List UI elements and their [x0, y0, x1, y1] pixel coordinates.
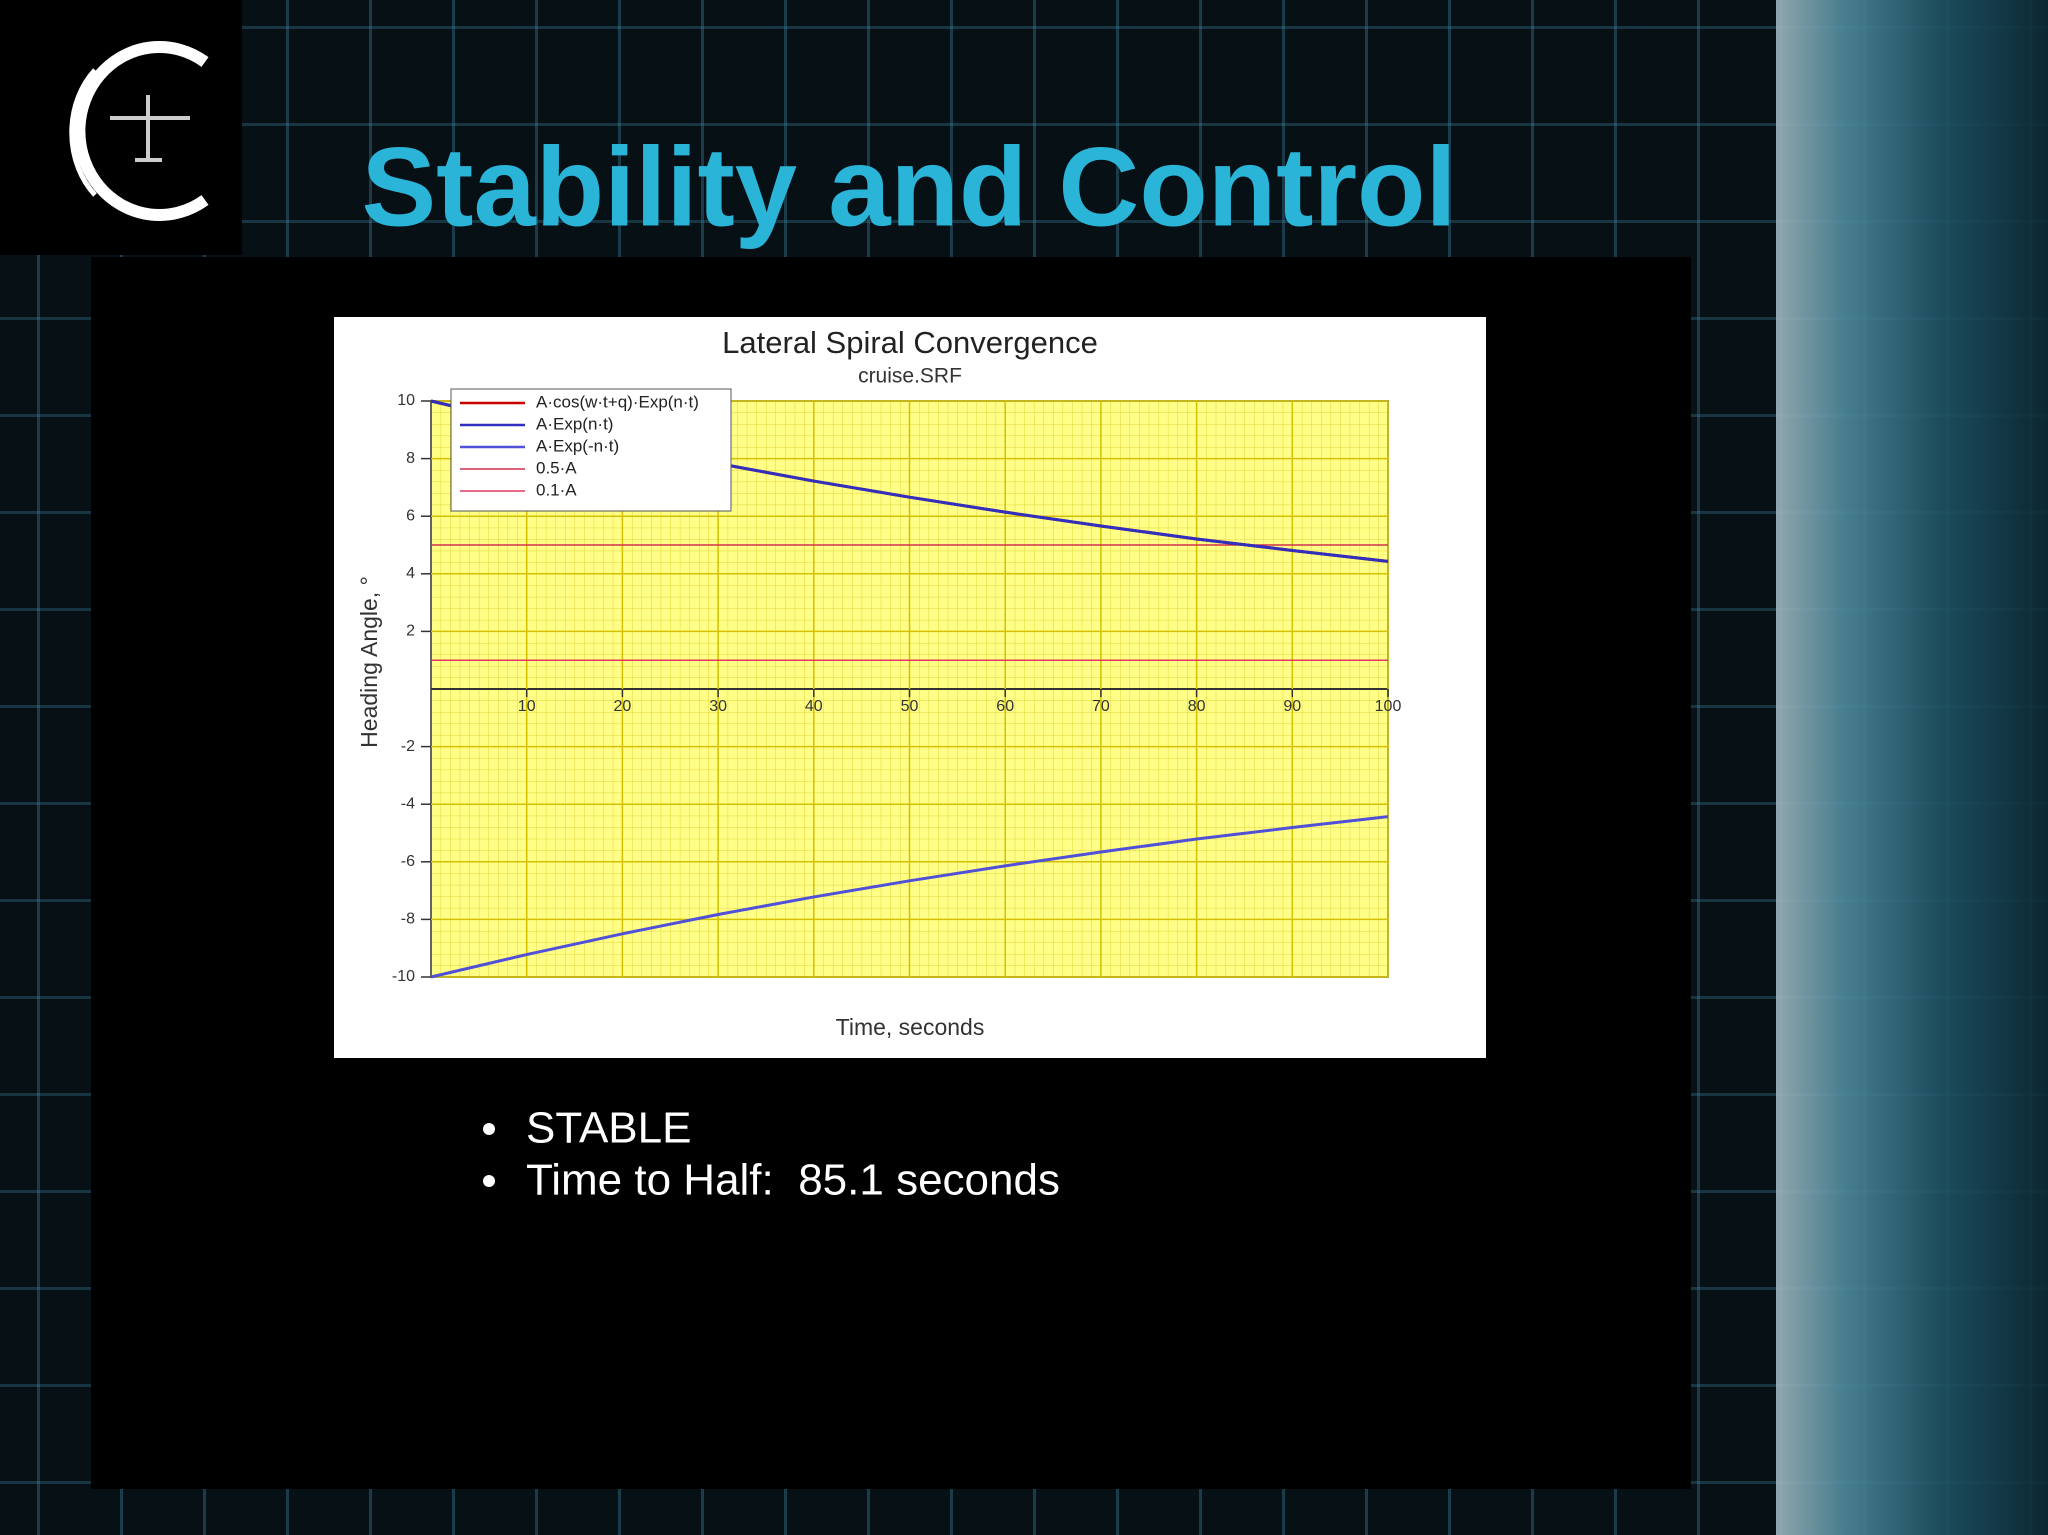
y-axis-label: Heading Angle, °: [356, 576, 382, 748]
series-line: [430, 815, 1389, 979]
y-tick-label: -8: [401, 911, 415, 928]
y-tick-label: -6: [401, 853, 415, 870]
x-tick-label: 40: [805, 698, 823, 715]
y-tick-label: -4: [401, 795, 415, 812]
y-tick-label: 2: [406, 623, 415, 640]
x-tick-label: 10: [518, 698, 536, 715]
x-tick-label: 30: [709, 698, 727, 715]
y-tick-label: 4: [406, 565, 415, 582]
x-tick-label: 20: [614, 698, 632, 715]
bullet-text: STABLE: [526, 1104, 691, 1153]
logo-box: [0, 0, 242, 255]
x-tick-label: 90: [1283, 698, 1301, 715]
bullet-text: Time to Half: 85.1 seconds: [526, 1156, 1060, 1205]
y-tick-label: -2: [401, 738, 415, 755]
x-axis-label: Time, seconds: [836, 1014, 985, 1040]
legend-label: A·Exp(n·t): [536, 414, 613, 433]
y-tick-label: 10: [397, 392, 415, 409]
legend-label: 0.1·A: [536, 480, 577, 499]
bullet-dot: [483, 1175, 495, 1187]
x-tick-label: 50: [901, 698, 919, 715]
y-tick-label: 6: [406, 507, 415, 524]
bullet-dot: [483, 1123, 495, 1135]
side-band: [1776, 0, 2048, 1535]
x-tick-label: 100: [1375, 698, 1402, 715]
y-tick-label: 8: [406, 450, 415, 467]
x-tick-label: 70: [1092, 698, 1110, 715]
x-tick-label: 80: [1188, 698, 1206, 715]
slide-title: Stability and Control: [361, 125, 1456, 250]
legend-label: A·Exp(-n·t): [536, 436, 619, 455]
plot: -10 -8 -6 -4 -2 2 4 6 8 10 10 20 30 40 50 60 70 80 90 100 A·…: [392, 388, 1402, 985]
chart-title: Lateral Spiral Convergence: [722, 325, 1098, 360]
logo: [69, 41, 209, 221]
x-tick-label: 60: [996, 698, 1014, 715]
legend-label: 0.5·A: [536, 458, 577, 477]
chart-subtitle: cruise.SRF: [858, 365, 962, 388]
legend-label: A·cos(w·t+q)·Exp(n·t): [536, 392, 699, 411]
y-tick-label: -10: [392, 968, 415, 985]
